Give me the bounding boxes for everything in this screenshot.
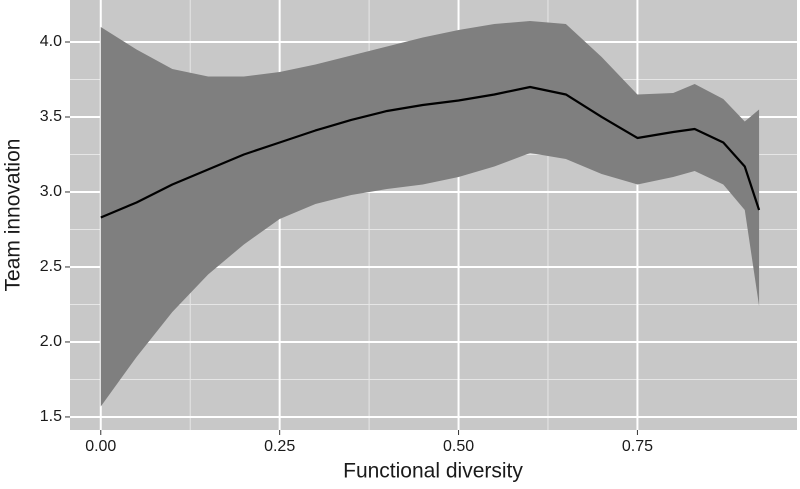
x-tick-label: 0.25 — [264, 438, 295, 455]
confidence-band — [100, 20, 760, 407]
y-tick-label: 2.0 — [40, 333, 62, 350]
fit-line — [100, 85, 761, 219]
x-tick-label: 0.75 — [622, 438, 653, 455]
x-tick-label: 0.00 — [85, 438, 116, 455]
y-tick-label: 4.0 — [40, 33, 62, 50]
y-axis-title: Team innovation — [2, 139, 25, 292]
x-tick-label: 0.50 — [443, 438, 474, 455]
y-tick-label: 3.5 — [40, 108, 62, 125]
x-axis-title: Functional diversity — [343, 460, 523, 483]
y-tick-label: 1.5 — [40, 408, 62, 425]
y-tick-label: 2.5 — [40, 258, 62, 275]
y-tick-label: 3.0 — [40, 183, 62, 200]
